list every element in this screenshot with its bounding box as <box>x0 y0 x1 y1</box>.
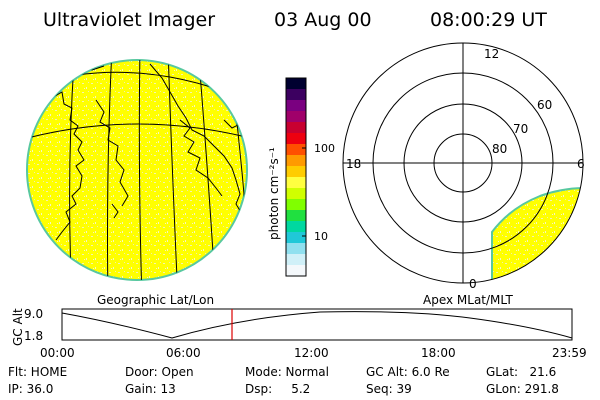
polar-grid <box>342 42 584 284</box>
colorbar-band <box>286 210 306 222</box>
colorbar-tick-100: 100 <box>314 142 335 155</box>
altitude-curve <box>61 311 573 339</box>
colorbar-unit-label: photon cm⁻²s⁻¹ <box>267 147 281 240</box>
colorbar-band <box>286 243 306 255</box>
colorbar-band <box>286 133 306 145</box>
mlat-label-80: 80 <box>492 142 507 156</box>
mlt-label-6: 6 <box>577 157 585 171</box>
xtick-1800: 18:00 <box>421 346 456 360</box>
xtick-0000: 00:00 <box>40 346 75 360</box>
mlat-label-60: 60 <box>537 98 552 112</box>
xtick-0600: 06:00 <box>166 346 201 360</box>
instrument-title: Ultraviolet Imager <box>43 9 215 31</box>
geographic-image-panel: Geographic Lat/Lon <box>26 59 248 307</box>
colorbar-band <box>286 144 306 156</box>
altitude-ytick-high: 9.0 <box>24 307 43 321</box>
status-door: Door: Open <box>125 365 194 379</box>
mlt-label-18: 18 <box>346 157 361 171</box>
status-seq: Seq: 39 <box>366 382 412 396</box>
colorbar-band <box>286 188 306 200</box>
apex-caption: Apex MLat/MLT <box>423 293 513 307</box>
xtick-1200: 12:00 <box>294 346 329 360</box>
mlat-label-70: 70 <box>513 122 528 136</box>
status-mode: Mode: Normal <box>245 365 329 379</box>
mlt-label-0: 0 <box>469 277 477 291</box>
colorbar-band <box>286 232 306 244</box>
colorbar-band <box>286 78 306 90</box>
altitude-plot-frame <box>61 308 573 341</box>
altitude-plot: GC Alt 9.0 1.8 00:00 06:00 12:00 18:00 2… <box>11 307 587 360</box>
earth-disk <box>26 59 248 281</box>
colorbar-frame <box>285 77 307 277</box>
colorbar: 100 10 photon cm⁻²s⁻¹ <box>267 77 335 277</box>
status-flt: Flt: HOME <box>8 365 67 379</box>
status-glat: GLat: 21.6 <box>486 365 556 379</box>
colorbar-band <box>286 111 306 123</box>
colorbar-band <box>286 265 306 277</box>
colorbar-band <box>286 155 306 167</box>
colorbar-band <box>286 177 306 189</box>
colorbar-band <box>286 254 306 266</box>
colorbar-band <box>286 122 306 134</box>
colorbar-gradient <box>286 78 306 277</box>
status-gc-alt: GC Alt: 6.0 Re <box>366 365 450 379</box>
status-glon: GLon: 291.8 <box>486 382 559 396</box>
date-label: 03 Aug 00 <box>274 9 372 31</box>
xtick-2359: 23:59 <box>552 346 587 360</box>
altitude-ylabel: GC Alt <box>11 308 25 346</box>
geographic-caption: Geographic Lat/Lon <box>97 293 214 307</box>
status-ip: IP: 36.0 <box>8 382 53 396</box>
status-block: Flt: HOME IP: 36.0 Door: Open Gain: 13 M… <box>8 365 559 396</box>
colorbar-band <box>286 166 306 178</box>
polar-mlat-mlt-panel: 12 18 6 0 60 70 80 Apex MLat/MLT <box>342 42 585 307</box>
colorbar-band <box>286 199 306 211</box>
colorbar-band <box>286 89 306 101</box>
mlt-label-12: 12 <box>484 47 499 61</box>
colorbar-tick-10: 10 <box>314 230 328 243</box>
altitude-ytick-low: 1.8 <box>24 329 43 343</box>
colorbar-band <box>286 100 306 112</box>
status-gain: Gain: 13 <box>125 382 176 396</box>
colorbar-band <box>286 221 306 233</box>
time-label: 08:00:29 UT <box>430 9 547 31</box>
status-dsp: Dsp: 5.2 <box>245 382 310 396</box>
